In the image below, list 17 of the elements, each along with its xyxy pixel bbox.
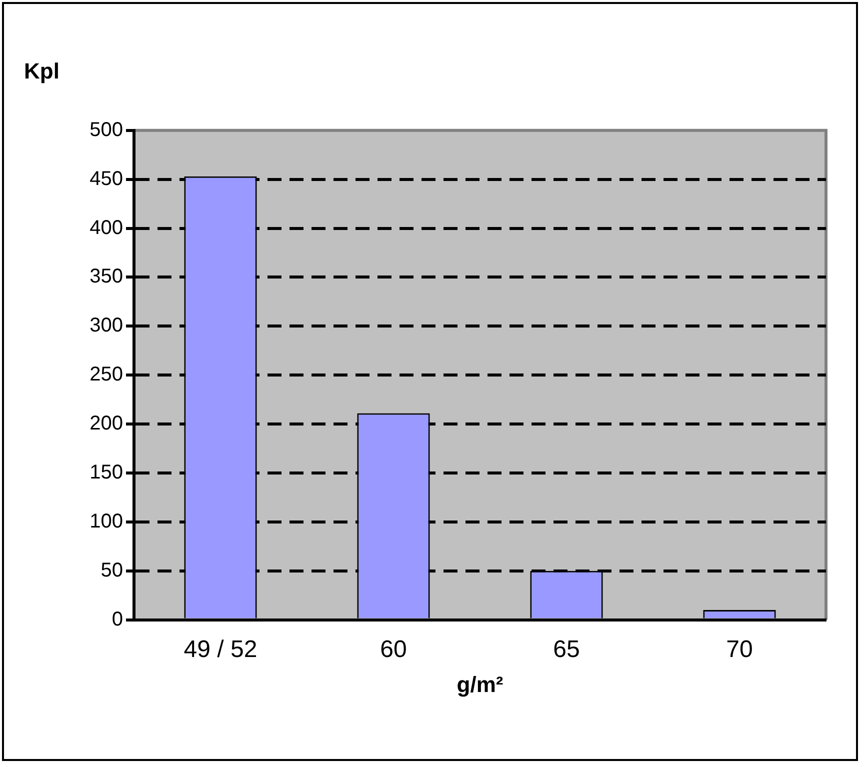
chart-title: Kpl: [24, 58, 60, 84]
x-tick-label: 65: [553, 636, 580, 663]
y-tick-label: 150: [90, 461, 123, 484]
x-tick-label: 70: [726, 636, 753, 663]
y-tick-label: 50: [100, 559, 123, 582]
y-tick-label: 300: [90, 314, 123, 337]
y-tick-label: 500: [90, 118, 123, 141]
y-tick-label: 100: [90, 510, 123, 532]
x-axis-title: g/m²: [456, 672, 504, 697]
y-tick-label: 200: [90, 412, 123, 435]
x-tick-label: 49 / 52: [184, 636, 258, 663]
y-tick-label: 350: [90, 266, 123, 288]
y-tick-label: 0: [112, 608, 123, 630]
y-tick-label: 250: [90, 364, 123, 386]
x-tick-label: 60: [380, 636, 407, 663]
y-tick-label: 450: [90, 168, 123, 190]
y-tick-label: 400: [90, 216, 123, 239]
